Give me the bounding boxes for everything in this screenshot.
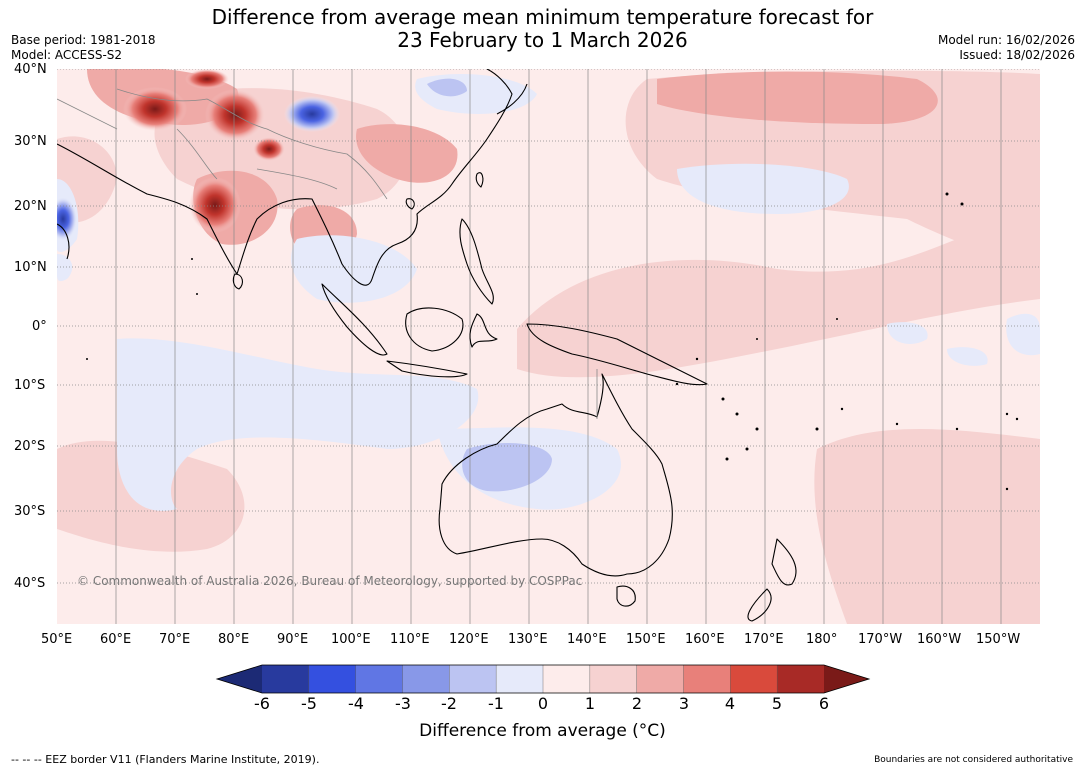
colorbar-tick: 1 — [584, 694, 596, 713]
colorbar-cell — [777, 665, 825, 693]
boundaries-disclaimer: Boundaries are not considered authoritat… — [874, 755, 1073, 765]
lat-label: 40°N — [14, 62, 47, 77]
map-title-line1: Difference from average mean minimum tem… — [211, 5, 874, 29]
lon-label: 160°W — [917, 632, 962, 647]
colorbar-cell — [402, 665, 450, 693]
colorbar-label: Difference from average (°C) — [419, 721, 666, 741]
lon-label: 170°E — [744, 632, 784, 647]
lon-label: 170°W — [858, 632, 903, 647]
map-title-line2: 23 February to 1 March 2026 — [397, 28, 688, 52]
colorbar-tick: -1 — [488, 694, 504, 713]
colorbar-cell — [589, 665, 638, 693]
lon-label: 70°E — [159, 632, 191, 647]
lon-label: 100°E — [331, 632, 371, 647]
lon-label: 140°E — [567, 632, 607, 647]
lon-label: 110°E — [390, 632, 430, 647]
colorbar-over-arrow — [824, 665, 869, 693]
coastlines — [57, 69, 797, 622]
colorbar-cell — [636, 665, 684, 693]
colorbar-tick: -3 — [395, 694, 411, 713]
lon-label: 80°E — [218, 632, 250, 647]
pacific-islands — [86, 192, 1019, 491]
colorbar-cell — [449, 665, 497, 693]
eez-border-note: -- -- -- EEZ border V11 (Flanders Marine… — [11, 753, 320, 766]
colorbar-tick: -4 — [348, 694, 364, 713]
lat-label: 40°S — [14, 576, 46, 591]
lon-label: 150°E — [626, 632, 666, 647]
colorbar-cells — [262, 665, 825, 693]
colorbar-tick: 2 — [631, 694, 643, 713]
colorbar-tick: -5 — [301, 694, 317, 713]
model-name: Model: ACCESS-S2 — [11, 48, 123, 62]
lat-label: 30°N — [14, 134, 47, 149]
lat-label: 10°N — [14, 260, 47, 275]
lon-label: 180° — [806, 632, 838, 647]
lon-label: 60°E — [100, 632, 132, 647]
lon-label: 120°E — [449, 632, 489, 647]
country-borders — [57, 88, 598, 419]
cold-anomaly-regions — [57, 78, 552, 492]
colorbar-cell — [355, 665, 403, 693]
colorbar-outline — [215, 664, 871, 694]
model-run: Model run: 16/02/2026 — [937, 33, 1075, 47]
lon-label: 90°E — [277, 632, 309, 647]
lat-label: 0° — [32, 319, 47, 334]
lon-label: 150°W — [976, 632, 1021, 647]
colorbar-cell — [496, 665, 544, 693]
issued-date: Issued: 18/02/2026 — [959, 48, 1075, 62]
graticule — [57, 69, 1040, 624]
colorbar-tick: -6 — [254, 694, 270, 713]
colorbar-cell — [683, 665, 731, 693]
colorbar-cell — [308, 665, 357, 693]
lat-label: 20°N — [14, 199, 47, 214]
hot-cores — [123, 69, 285, 233]
colorbar-tick: 0 — [537, 694, 549, 713]
copyright-notice: © Commonwealth of Australia 2026, Bureau… — [77, 574, 582, 588]
lat-label: 30°S — [14, 504, 46, 519]
colorbar-tick: -2 — [441, 694, 457, 713]
colorbar-tick: 3 — [678, 694, 690, 713]
colorbar-tick: 6 — [818, 694, 830, 713]
colorbar — [215, 664, 871, 694]
colorbar-tick: 4 — [724, 694, 736, 713]
colorbar-cell — [543, 665, 591, 693]
lon-label: 160°E — [685, 632, 725, 647]
lon-label: 130°E — [508, 632, 548, 647]
lat-label: 20°S — [14, 439, 46, 454]
lon-label: 50°E — [41, 632, 73, 647]
colorbar-under-arrow — [217, 665, 262, 693]
colorbar-cell — [730, 665, 778, 693]
colorbar-cell — [262, 665, 310, 693]
anomaly-map: © Commonwealth of Australia 2026, Bureau… — [57, 69, 1040, 624]
base-period: Base period: 1981-2018 — [11, 33, 156, 47]
colorbar-tick: 5 — [771, 694, 783, 713]
lat-label: 10°S — [14, 378, 46, 393]
